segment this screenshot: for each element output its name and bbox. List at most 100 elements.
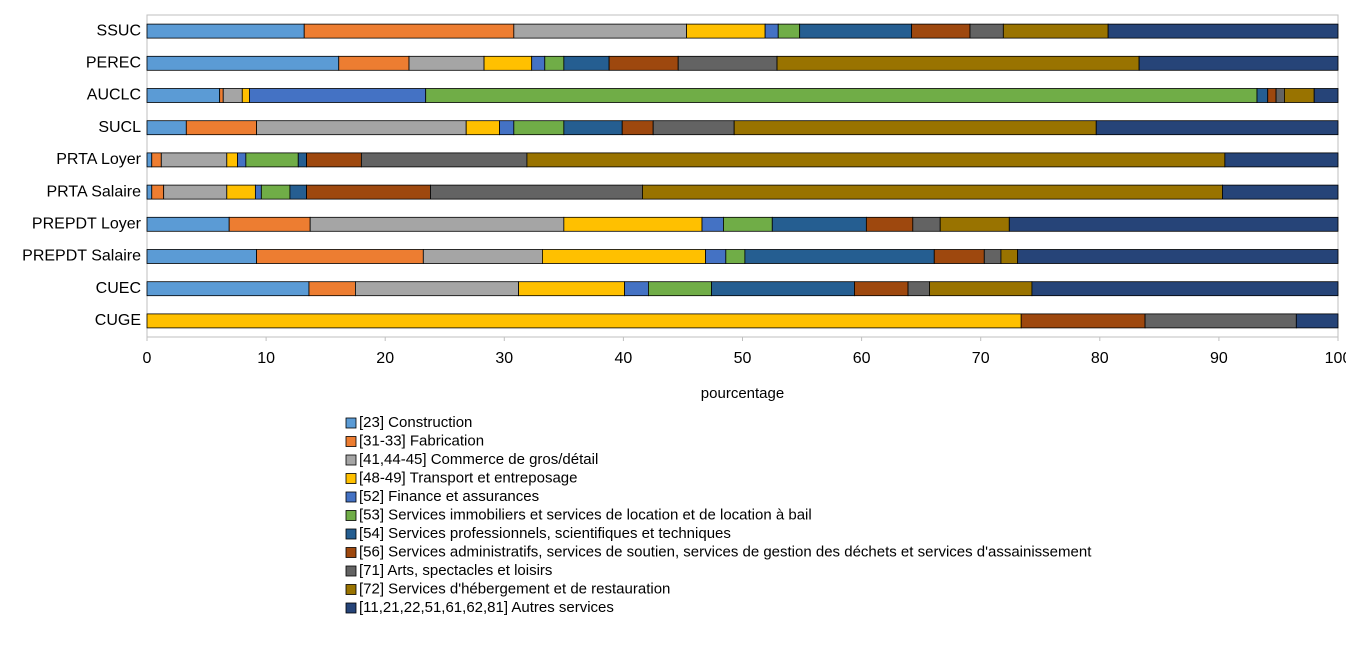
x-tick-label: 50 <box>734 350 752 367</box>
bar-segment <box>865 216 914 232</box>
legend-swatch <box>345 510 357 521</box>
bar-segment <box>160 152 228 168</box>
bar-segment <box>306 152 362 168</box>
bar-segment <box>701 216 724 232</box>
x-tick-label: 60 <box>853 350 871 367</box>
bar-segment <box>146 120 187 136</box>
x-tick-label: 100 <box>1325 350 1346 367</box>
bar-segment <box>146 152 153 168</box>
bar-segment <box>531 55 546 71</box>
bar-segment <box>911 23 971 39</box>
bar-segment <box>146 55 340 71</box>
bar-segment <box>1267 88 1277 103</box>
legend-swatch <box>345 436 357 447</box>
y-tick-label: AUCLC <box>87 87 141 104</box>
bar-segment <box>308 281 356 297</box>
bar-segment <box>254 184 262 200</box>
legend-label: [72] Services d'hébergement et de restau… <box>359 580 670 597</box>
bar-segment <box>652 120 735 136</box>
bar-segment <box>228 216 311 232</box>
bar-segment <box>1031 281 1339 297</box>
bar-segment <box>151 152 162 168</box>
bar-segment <box>526 152 1226 168</box>
bar-segment <box>563 55 610 71</box>
legend-label: [71] Arts, spectacles et loisirs <box>359 562 552 579</box>
bar-segment <box>241 88 250 103</box>
bar-segment <box>303 23 515 39</box>
bar-segment <box>542 249 706 264</box>
legend-label: [41,44-45] Commerce de gros/détail <box>359 451 598 468</box>
bar-segment <box>1284 88 1315 103</box>
bar-segment <box>185 120 257 136</box>
legend-label: [52] Finance et assurances <box>359 488 539 505</box>
bar-segment <box>799 23 913 39</box>
legend-swatch <box>345 547 357 558</box>
legend-swatch <box>345 491 357 503</box>
bar-segment <box>1107 23 1339 39</box>
legend-swatch <box>345 584 357 595</box>
bar-segment <box>677 55 778 71</box>
legend-swatch <box>345 528 357 540</box>
legend-label: [56] Services administratifs, services d… <box>359 543 1092 560</box>
bar-segment <box>422 249 543 264</box>
bar-segment <box>146 313 1022 329</box>
x-tick-label: 20 <box>376 350 394 367</box>
legend-label: [53] Services immobiliers et services de… <box>359 506 812 523</box>
y-tick-label: PEREC <box>86 55 141 72</box>
bar-segment <box>146 281 310 297</box>
y-tick-label: SSUC <box>97 22 141 39</box>
bar-segment <box>939 216 1010 232</box>
bar-segment <box>1008 216 1339 232</box>
bar-segment <box>764 23 779 39</box>
bar-segment <box>425 88 1258 103</box>
bar-segment <box>1000 249 1019 264</box>
bar-segment <box>969 23 1004 39</box>
x-tick-label: 90 <box>1210 350 1228 367</box>
bar-segment <box>309 216 565 232</box>
bar-segment <box>1295 313 1339 329</box>
bar-segment <box>1222 184 1339 200</box>
bar-segment <box>1313 88 1339 103</box>
bar-segment <box>355 281 519 297</box>
bar-segment <box>483 55 533 71</box>
bar-segment <box>725 249 746 264</box>
bar-segment <box>1275 88 1285 103</box>
bar-segment <box>151 184 165 200</box>
bar-segment <box>1144 313 1297 329</box>
legend-label: [23] Construction <box>359 414 472 431</box>
bar-segment <box>777 23 801 39</box>
y-tick-label: SUCL <box>98 119 141 136</box>
legend-label: [54] Services professionnels, scientifiq… <box>359 525 731 542</box>
legend-label: [31-33] Fabrication <box>359 432 484 449</box>
bar-segment <box>1017 249 1339 264</box>
bar-segment <box>563 216 703 232</box>
y-tick-label: PRTA Salaire <box>46 183 141 200</box>
bar-segment <box>518 281 625 297</box>
bar-segment <box>465 120 500 136</box>
y-tick-label: CUGE <box>95 312 141 329</box>
bar-segment <box>733 120 1097 136</box>
bar-segment <box>544 55 565 71</box>
bar-segment <box>146 23 305 39</box>
bar-segment <box>621 120 654 136</box>
bar-segment <box>912 216 941 232</box>
bar-segment <box>430 184 643 200</box>
bar-segment <box>933 249 985 264</box>
legend-label: [11,21,22,51,61,62,81] Autres services <box>359 599 614 616</box>
bar-segment <box>237 152 247 168</box>
bar-segment <box>771 216 867 232</box>
bar-segment <box>408 55 485 71</box>
y-tick-label: PREPDT Salaire <box>22 248 141 265</box>
bar-segment <box>289 184 307 200</box>
bar-segment <box>983 249 1002 264</box>
bar-segment <box>744 249 935 264</box>
bar-segment <box>1138 55 1339 71</box>
bar-segment <box>513 120 565 136</box>
legend-swatch <box>345 565 357 577</box>
x-tick-label: 40 <box>615 350 633 367</box>
bar-segment <box>260 184 291 200</box>
bar-segment <box>723 216 773 232</box>
y-tick-label: PRTA Loyer <box>56 151 141 168</box>
bar-segment <box>1224 152 1339 168</box>
x-tick-label: 0 <box>143 350 152 367</box>
